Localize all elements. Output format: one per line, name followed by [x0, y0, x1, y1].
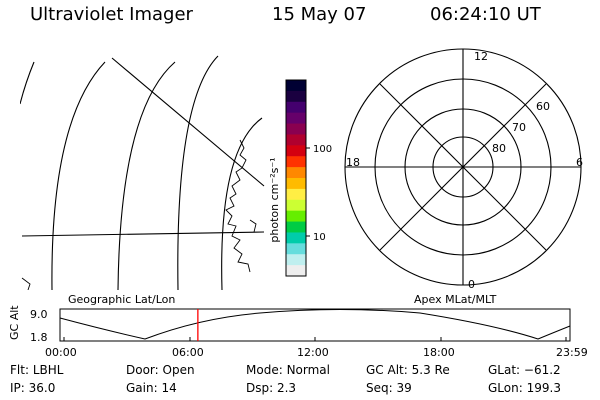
colorbar-swatch: [286, 265, 306, 277]
alt-xtick: 18:00: [423, 346, 455, 359]
colorbar-unit-label: photon cm⁻²s⁻¹: [268, 157, 281, 242]
altitude-curve: [59, 309, 571, 340]
mlat-label-80: 80: [492, 142, 506, 155]
polar-diagonal: [379, 83, 547, 251]
date-label: 15 May 07: [272, 4, 367, 25]
lat-arc: [20, 61, 35, 105]
alt-ytick-9: 9.0: [30, 308, 48, 321]
alt-plot-ylabel: GC Alt: [8, 305, 21, 340]
info-flt: Flt: LBHL: [10, 363, 64, 377]
colorbar-outline: [285, 79, 307, 277]
geographic-map: [20, 55, 265, 290]
coastline: [249, 219, 257, 233]
meridian-line: [21, 231, 265, 237]
info-gc-alt: GC Alt: 5.3 Re: [366, 363, 450, 377]
meridian-line: [111, 57, 265, 187]
altitude-plot: [59, 308, 571, 342]
coastline: [21, 277, 31, 290]
colorbar-swatch: [286, 243, 306, 255]
info-glon: GLon: 199.3: [488, 381, 561, 395]
colorbar-tick-10: 10: [313, 232, 326, 243]
colorbar-swatch: [286, 134, 306, 146]
lat-arc: [177, 55, 219, 290]
info-ip: IP: 36.0: [10, 381, 56, 395]
mlt-label-18: 18: [346, 156, 360, 169]
info-door: Door: Open: [126, 363, 195, 377]
info-mode: Mode: Normal: [246, 363, 330, 377]
alt-ytick-1-8: 1.8: [30, 331, 48, 344]
colorbar-swatch: [286, 167, 306, 179]
colorbar-swatch: [286, 188, 306, 201]
coastline: [225, 139, 251, 273]
right-map-label: Apex MLat/MLT: [414, 293, 497, 306]
mlt-label-12: 12: [474, 50, 488, 63]
colorbar-swatch: [286, 90, 306, 103]
colorbar-swatch: [286, 101, 306, 114]
colorbar-swatch: [286, 123, 306, 135]
colorbar-swatch: [286, 254, 306, 266]
alt-xtick: 12:00: [297, 346, 329, 359]
colorbar-swatch: [286, 145, 306, 157]
polar-plot: [344, 48, 582, 286]
colorbar-swatch: [286, 80, 306, 92]
colorbar-swatch: [286, 112, 306, 125]
colorbar-swatch: [286, 178, 306, 190]
mlt-label-0: 0: [468, 278, 475, 291]
lat-arc: [117, 61, 176, 290]
lat-arc: [51, 61, 106, 290]
colorbar: [285, 79, 307, 277]
colorbar-swatch: [286, 156, 306, 168]
app-title: Ultraviolet Imager: [30, 4, 193, 25]
lat-arc: [221, 117, 263, 290]
mlat-label-60: 60: [536, 100, 550, 113]
alt-xtick: 23:59: [556, 346, 588, 359]
info-dsp: Dsp: 2.3: [246, 381, 297, 395]
colorbar-swatch: [286, 210, 306, 223]
colorbar-tick-100: 100: [313, 144, 332, 155]
colorbar-swatch: [286, 221, 306, 233]
mlat-label-70: 70: [512, 121, 526, 134]
info-seq: Seq: 39: [366, 381, 412, 395]
alt-xtick: 00:00: [45, 346, 77, 359]
alt-xtick: 06:00: [172, 346, 204, 359]
left-map-label: Geographic Lat/Lon: [68, 293, 175, 306]
info-gain: Gain: 14: [126, 381, 177, 395]
mlt-label-6: 6: [576, 156, 583, 169]
info-glat: GLat: −61.2: [488, 363, 561, 377]
time-label: 06:24:10 UT: [430, 4, 541, 25]
colorbar-swatch: [286, 199, 306, 212]
colorbar-swatch: [286, 232, 306, 244]
